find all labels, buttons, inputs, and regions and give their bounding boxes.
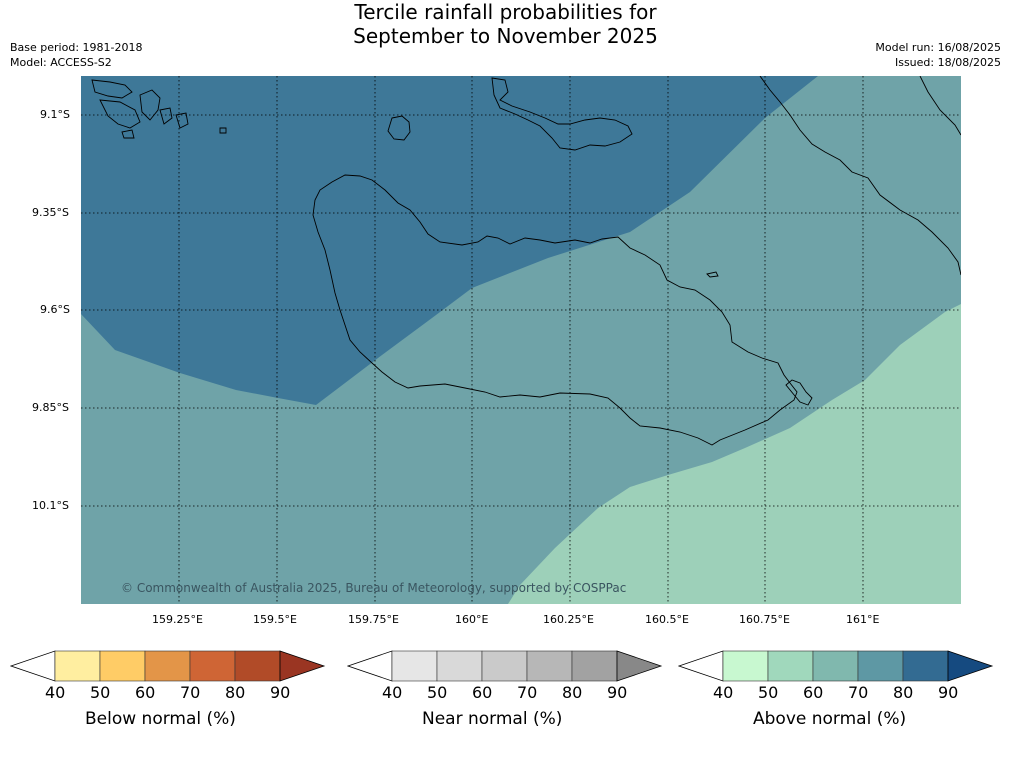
model-name: Model: ACCESS-S2 bbox=[10, 56, 112, 69]
colorbar-swatch bbox=[571, 650, 618, 682]
title-line-2: September to November 2025 bbox=[353, 24, 658, 48]
colorbar-tick-label: 40 bbox=[382, 683, 403, 702]
lon-label: 160.5°E bbox=[645, 613, 689, 626]
colorbar-tick-label: 90 bbox=[270, 683, 291, 702]
colorbar-swatch bbox=[144, 650, 191, 682]
colorbar-tick-label: 50 bbox=[427, 683, 448, 702]
colorbar-swatch bbox=[812, 650, 859, 682]
base-period: Base period: 1981-2018 bbox=[10, 41, 143, 54]
issued-date: Issued: 18/08/2025 bbox=[894, 56, 1001, 69]
colorbar-swatch bbox=[234, 650, 281, 682]
colorbar-title: Near normal (%) bbox=[422, 709, 563, 729]
colorbar-title: Below normal (%) bbox=[85, 709, 236, 729]
title-line-1: Tercile rainfall probabilities for bbox=[354, 0, 657, 24]
colorbar bbox=[678, 650, 994, 682]
lat-label: 9.6°S bbox=[40, 303, 70, 316]
colorbar-tick-label: 80 bbox=[562, 683, 583, 702]
zone-above-60 bbox=[508, 304, 961, 604]
colorbar-extend-high bbox=[947, 650, 994, 682]
colorbar-swatch bbox=[54, 650, 101, 682]
colorbar bbox=[10, 650, 326, 682]
malaita-coast bbox=[759, 76, 961, 276]
colorbar-swatch bbox=[722, 650, 769, 682]
colorbar-tick-label: 60 bbox=[135, 683, 156, 702]
colorbar-tick-label: 70 bbox=[517, 683, 538, 702]
colorbar-swatch bbox=[526, 650, 573, 682]
colorbar-extend-low bbox=[678, 650, 724, 682]
lat-label: 9.1°S bbox=[40, 108, 70, 121]
colorbar-extend-low bbox=[10, 650, 56, 682]
savo-island-coast bbox=[387, 115, 411, 141]
colorbar-tick-label: 40 bbox=[713, 683, 734, 702]
colorbar-tick-label: 80 bbox=[225, 683, 246, 702]
colorbar-tick-label: 90 bbox=[607, 683, 628, 702]
colorbar-swatch bbox=[902, 650, 949, 682]
lat-label: 9.85°S bbox=[32, 401, 69, 414]
colorbar-tick-label: 70 bbox=[180, 683, 201, 702]
colorbar-tick-label: 70 bbox=[848, 683, 869, 702]
colorbar-swatch bbox=[189, 650, 236, 682]
lon-label: 160.75°E bbox=[739, 613, 790, 626]
lon-label: 159.25°E bbox=[152, 613, 203, 626]
colorbar-tick-label: 80 bbox=[893, 683, 914, 702]
colorbar-swatch bbox=[857, 650, 904, 682]
run-info-right: Model run: 16/08/2025 Issued: 18/08/2025 bbox=[875, 40, 1001, 70]
colorbar-swatch bbox=[436, 650, 483, 682]
colorbar bbox=[347, 650, 663, 682]
colorbar-swatch bbox=[99, 650, 146, 682]
colorbar-tick-label: 50 bbox=[758, 683, 779, 702]
map-area: © Commonwealth of Australia 2025, Bureau… bbox=[81, 76, 961, 604]
graticule bbox=[81, 76, 961, 604]
colorbar-tick-label: 90 bbox=[938, 683, 959, 702]
lon-label: 160°E bbox=[455, 613, 489, 626]
colorbar-tick-label: 60 bbox=[803, 683, 824, 702]
map-title: Tercile rainfall probabilities for Septe… bbox=[0, 0, 1011, 48]
guadalcanal-coast bbox=[312, 174, 798, 446]
lon-label: 159.5°E bbox=[253, 613, 297, 626]
run-info-left: Base period: 1981-2018 Model: ACCESS-S2 bbox=[10, 40, 142, 70]
zone-above-80 bbox=[81, 76, 818, 405]
copyright-credit: © Commonwealth of Australia 2025, Bureau… bbox=[121, 581, 626, 595]
lon-label: 160.25°E bbox=[543, 613, 594, 626]
colorbar-tick-label: 60 bbox=[472, 683, 493, 702]
colorbar-tick-label: 50 bbox=[90, 683, 111, 702]
lon-label: 161°E bbox=[846, 613, 880, 626]
lon-label: 159.75°E bbox=[348, 613, 399, 626]
colorbar-extend-low bbox=[347, 650, 393, 682]
colorbar-tick-label: 40 bbox=[45, 683, 66, 702]
lat-label: 10.1°S bbox=[32, 499, 69, 512]
colorbar-swatch bbox=[481, 650, 528, 682]
colorbar-swatch bbox=[767, 650, 814, 682]
colorbar-extend-high bbox=[279, 650, 326, 682]
colorbar-title: Above normal (%) bbox=[753, 709, 907, 729]
model-run-date: Model run: 16/08/2025 bbox=[875, 41, 1001, 54]
colorbar-extend-high bbox=[616, 650, 663, 682]
coastlines bbox=[91, 76, 961, 446]
colorbar-swatch bbox=[391, 650, 438, 682]
lat-label: 9.35°S bbox=[32, 206, 69, 219]
